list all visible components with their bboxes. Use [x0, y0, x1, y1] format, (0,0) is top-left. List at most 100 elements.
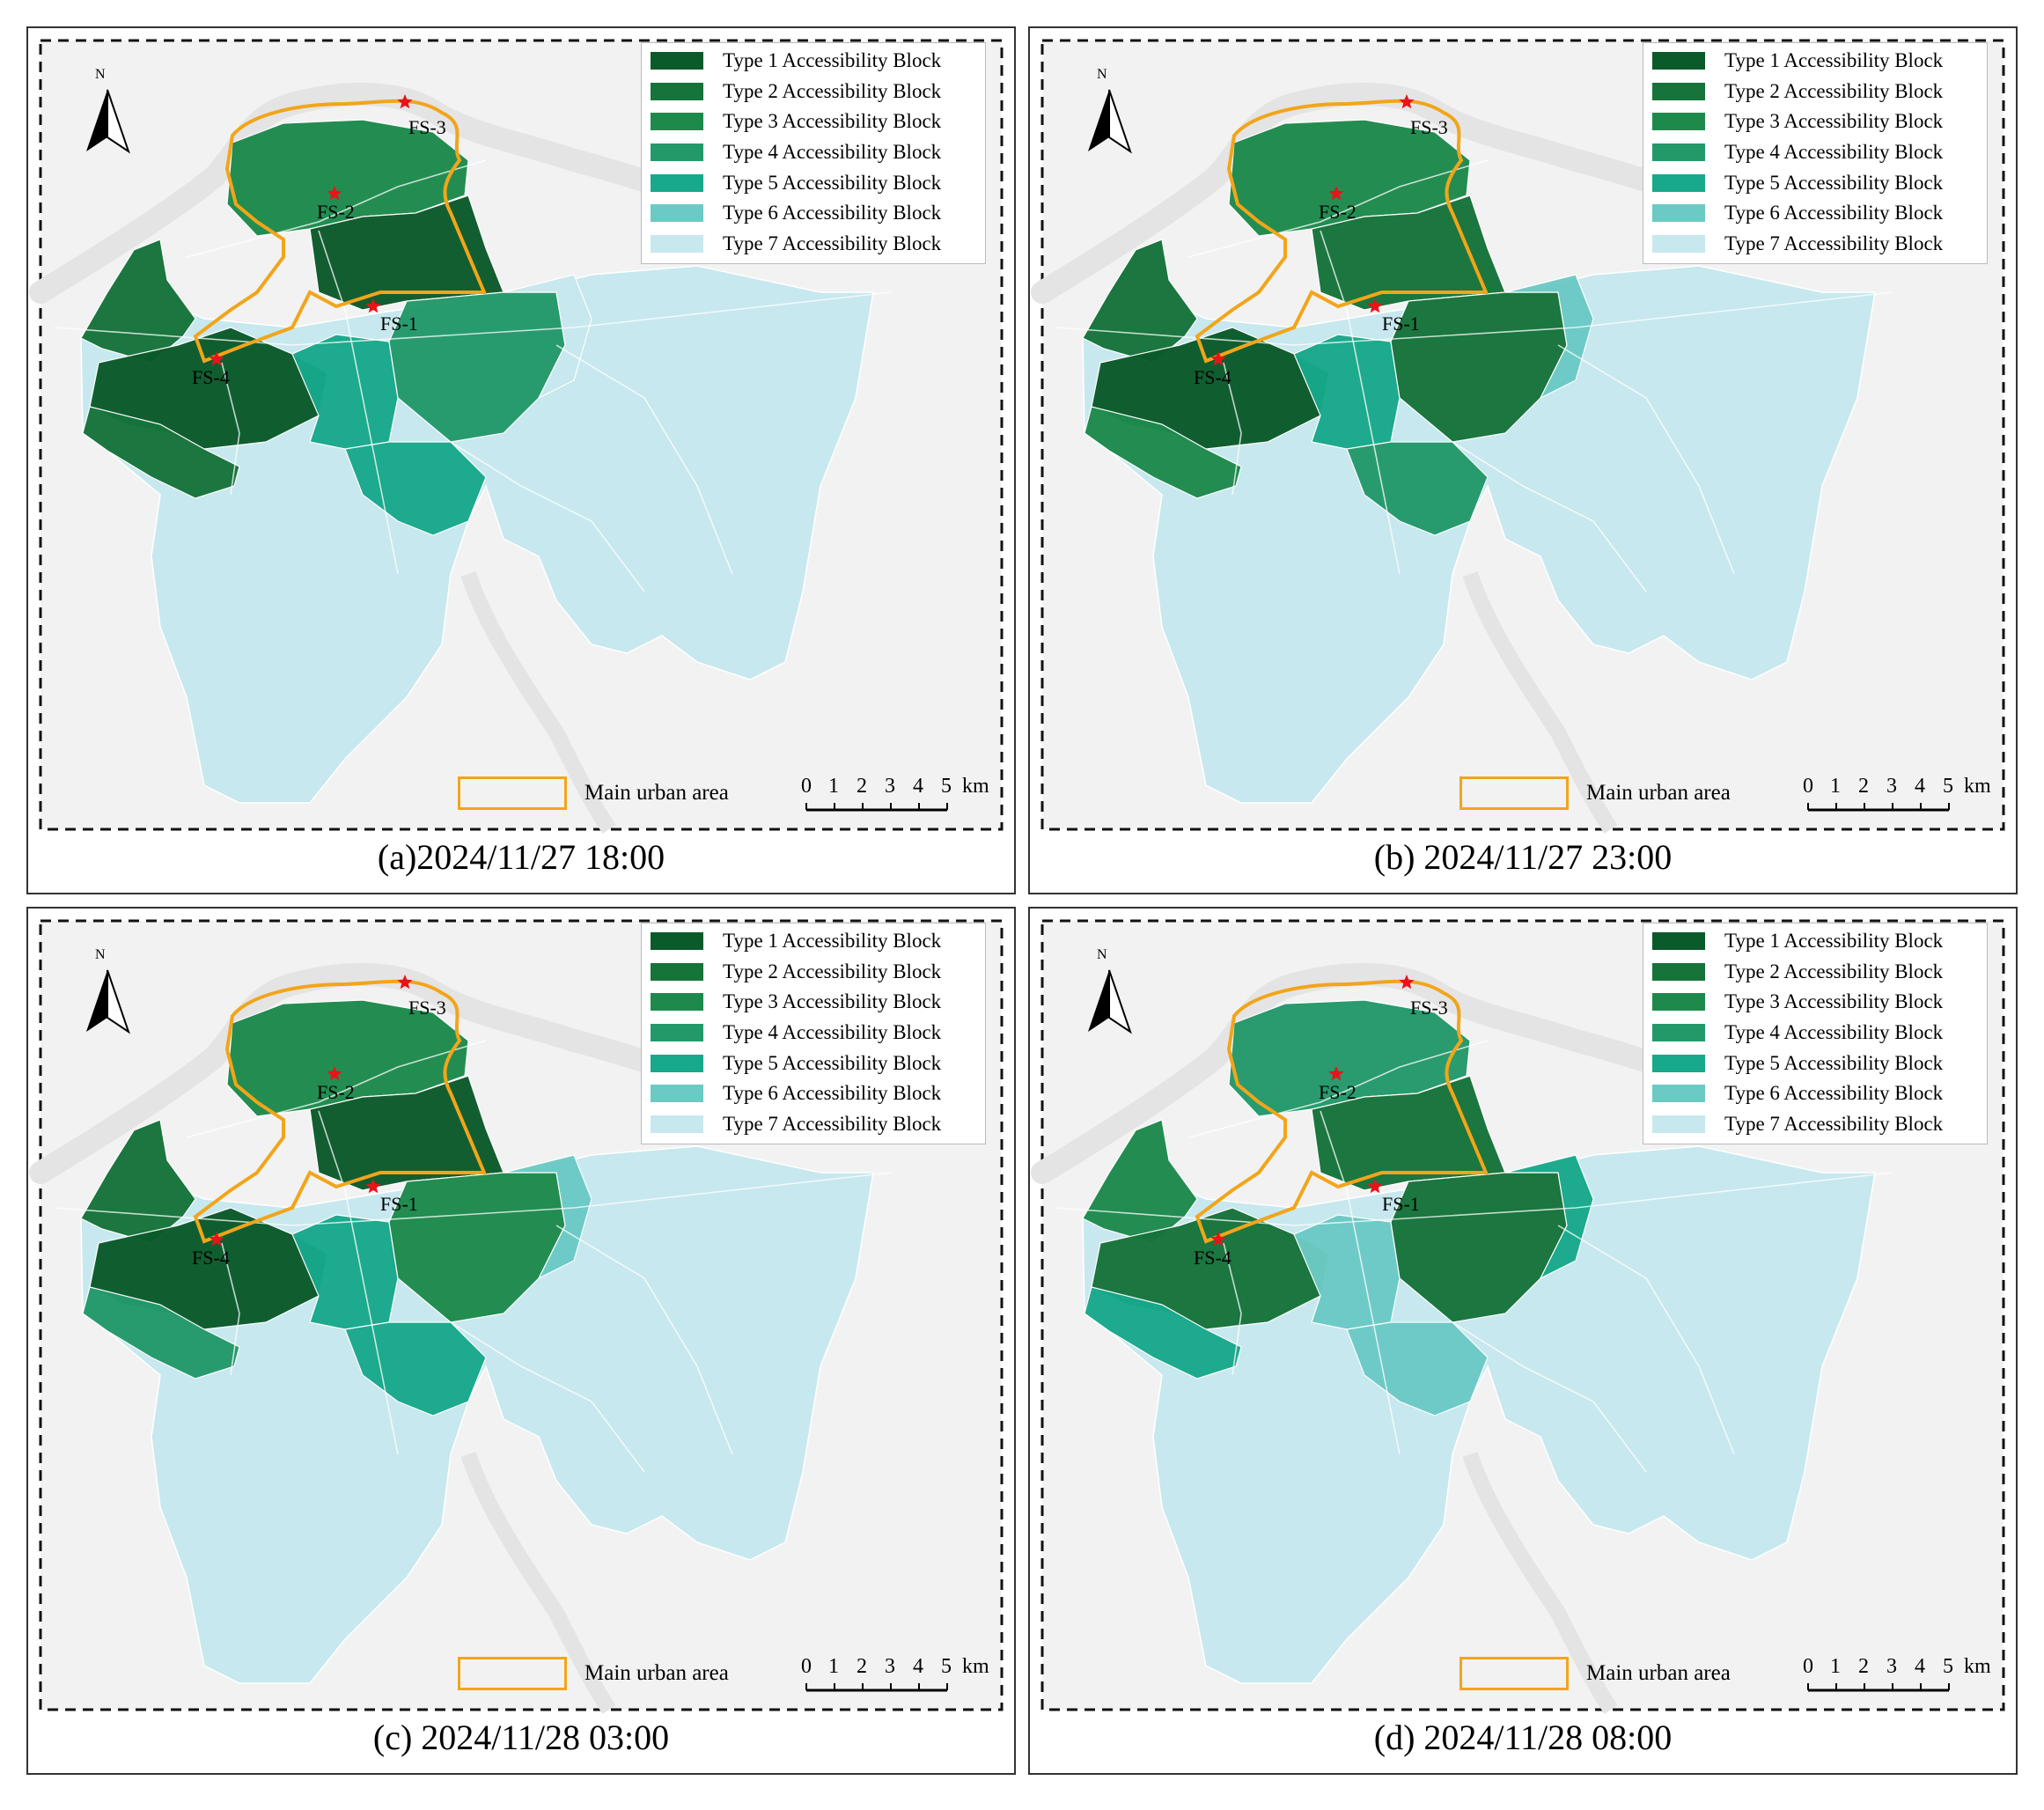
road-line — [1055, 291, 1893, 346]
legend-label: Type 6 Accessibility Block — [723, 1082, 942, 1105]
scale-tick-label: 4 — [1915, 1655, 1925, 1678]
map-panel-b: N Type 1 Accessibility Block Type 2 Acce… — [1028, 26, 2018, 894]
legend-item-type5: Type 5 Accessibility Block — [651, 1048, 976, 1078]
road-line — [1557, 1225, 1735, 1455]
accessibility-zone-southwest — [82, 1286, 240, 1380]
legend-swatch — [651, 932, 703, 951]
urban-area-outline — [1195, 979, 1489, 1244]
road-line — [555, 1225, 733, 1455]
road-line — [450, 1321, 645, 1473]
north-arrow-icon — [1088, 90, 1109, 151]
legend-label: Type 4 Accessibility Block — [1724, 1021, 1944, 1044]
map-panel-a: N Type 1 Accessibility Block Type 2 Acce… — [26, 26, 1016, 894]
map-frame — [1040, 919, 2005, 1711]
scale-unit-label: km — [962, 1655, 989, 1678]
north-arrow-icon — [1108, 969, 1132, 1034]
station-label-fs2: FS-2 — [317, 201, 355, 223]
map-panel-c: N Type 1 Accessibility Block Type 2 Acce… — [26, 907, 1016, 1775]
legend-label: Type 4 Accessibility Block — [1724, 141, 1944, 164]
legend-swatch — [651, 1024, 703, 1042]
accessibility-zone-east-far — [1504, 1154, 1594, 1280]
legend-label: Type 3 Accessibility Block — [1724, 110, 1944, 133]
panel-caption: (c) 2024/11/28 03:00 — [372, 1718, 670, 1757]
legend-item-type1: Type 1 Accessibility Block — [651, 46, 976, 77]
scale-tick-label: 2 — [1858, 775, 1869, 798]
legend-item-type6: Type 6 Accessibility Block — [1652, 1078, 1978, 1109]
station-label-fs3: FS-3 — [408, 997, 446, 1019]
scale-unit-label: km — [1964, 775, 1991, 798]
station-label-fs1: FS-1 — [1382, 313, 1420, 335]
legend-item-type4: Type 4 Accessibility Block — [1652, 1018, 1978, 1048]
accessibility-zone-southwest — [1084, 406, 1242, 499]
legend-item-type3: Type 3 Accessibility Block — [1652, 107, 1978, 137]
scale-tick-label: 3 — [885, 775, 895, 798]
legend-item-type7: Type 7 Accessibility Block — [651, 1109, 976, 1140]
road-line — [1320, 230, 1401, 575]
station-marker-icon — [365, 1179, 381, 1194]
north-label: N — [1097, 67, 1107, 82]
road-line — [1452, 1321, 1647, 1473]
accessibility-zone-central-south — [1346, 441, 1489, 536]
legend-swatch — [651, 234, 703, 253]
legend: Type 1 Accessibility Block Type 2 Access… — [1643, 42, 1988, 264]
legend-item-type1: Type 1 Accessibility Block — [1652, 926, 1978, 957]
road-line — [54, 1172, 892, 1226]
legend-swatch — [1652, 234, 1705, 253]
legend-label: Type 2 Accessibility Block — [723, 79, 942, 102]
road-line — [221, 362, 240, 496]
accessibility-zone-urban-north — [1228, 999, 1471, 1117]
legend-label: Type 1 Accessibility Block — [723, 930, 942, 953]
scale-tick-label: 3 — [1886, 1655, 1897, 1678]
north-arrow-icon — [86, 90, 107, 151]
station-marker-icon — [209, 1232, 224, 1247]
panel-caption: (d) 2024/11/28 08:00 — [1373, 1718, 1673, 1757]
scale-bar-labels: 0 1 2 3 4 5 km — [1803, 1655, 2014, 1681]
station-label-fs1: FS-1 — [1382, 1193, 1420, 1215]
legend-item-type7: Type 7 Accessibility Block — [1652, 229, 1978, 260]
legend-swatch — [651, 52, 703, 70]
scale-bar — [1807, 1683, 1950, 1692]
panel-caption: (b) 2024/11/27 23:00 — [1373, 837, 1673, 877]
river-branch — [1462, 571, 1618, 834]
road-line — [186, 159, 487, 258]
road-line — [54, 291, 892, 346]
scale-tick-label: 1 — [1830, 1655, 1841, 1678]
urban-area-outline — [193, 979, 488, 1244]
station-marker-icon — [1210, 351, 1226, 366]
legend-swatch — [1652, 204, 1705, 223]
scale-tick-label: 2 — [857, 775, 867, 798]
legend-swatch — [651, 143, 703, 162]
station-marker-icon — [397, 94, 413, 109]
river-branch — [1462, 1452, 1618, 1714]
station-marker-icon — [327, 186, 342, 201]
accessibility-zone-east-far — [503, 1154, 592, 1280]
legend-label: Type 2 Accessibility Block — [723, 960, 942, 982]
accessibility-zone-urban-north — [226, 999, 469, 1117]
accessibility-zone-southwest — [82, 406, 240, 499]
scale-bar — [1807, 803, 1950, 812]
legend-item-type7: Type 7 Accessibility Block — [1652, 1109, 1978, 1140]
legend-label: Type 7 Accessibility Block — [1724, 1112, 1944, 1135]
urban-area-key — [1459, 776, 1569, 810]
legend-label: Type 3 Accessibility Block — [723, 990, 942, 1013]
legend-label: Type 3 Accessibility Block — [1724, 990, 1944, 1013]
scale-tick-label: 4 — [913, 1655, 923, 1678]
legend-swatch — [1652, 1054, 1705, 1072]
legend-item-type1: Type 1 Accessibility Block — [1652, 46, 1978, 77]
legend-label: Type 6 Accessibility Block — [1724, 1082, 1944, 1105]
scale-tick-label: 0 — [1803, 1655, 1813, 1678]
legend-item-type1: Type 1 Accessibility Block — [651, 926, 976, 957]
legend-label: Type 3 Accessibility Block — [723, 110, 942, 133]
station-marker-icon — [1210, 1232, 1226, 1247]
station-marker-icon — [327, 1066, 342, 1081]
legend-item-type2: Type 2 Accessibility Block — [651, 77, 976, 107]
legend-swatch — [1652, 1085, 1705, 1103]
scale-bar-labels: 0 1 2 3 4 5 km — [801, 1655, 1012, 1681]
scale-tick-label: 4 — [913, 775, 923, 798]
legend-item-type5: Type 5 Accessibility Block — [1652, 167, 1978, 198]
station-marker-icon — [1328, 1066, 1344, 1081]
legend: Type 1 Accessibility Block Type 2 Access… — [641, 923, 986, 1144]
legend-label: Type 1 Accessibility Block — [723, 49, 942, 72]
legend-label: Type 4 Accessibility Block — [723, 141, 942, 164]
legend-swatch — [1652, 52, 1705, 70]
